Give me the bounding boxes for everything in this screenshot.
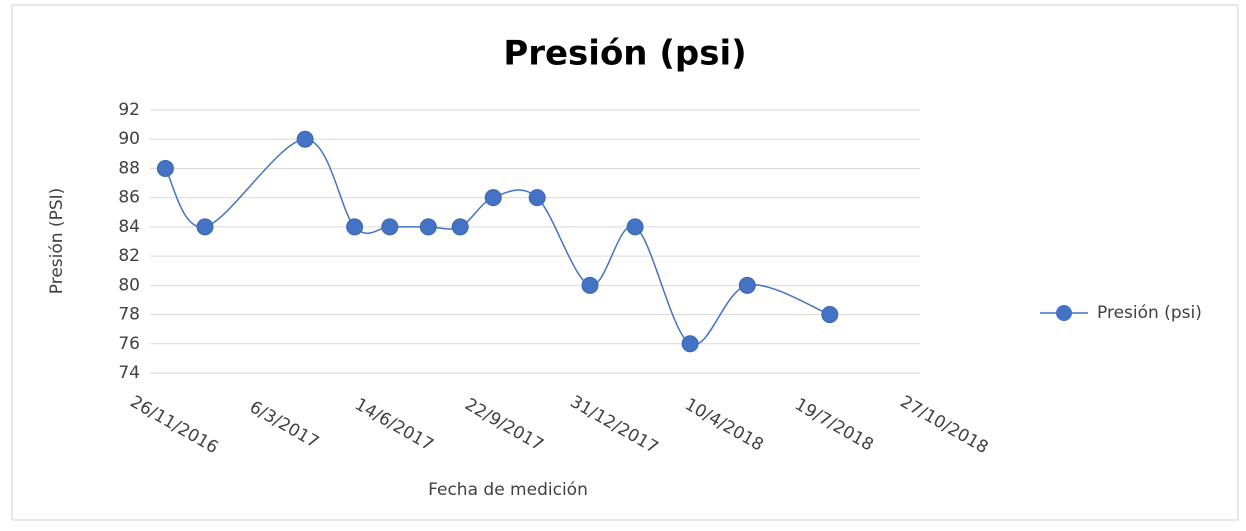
marker (346, 218, 364, 236)
y-tick-label: 84 (118, 217, 140, 237)
y-tick-label: 76 (118, 334, 140, 354)
marker (581, 276, 599, 294)
marker (156, 159, 174, 177)
chart-border (11, 4, 1239, 521)
y-tick-label: 82 (118, 246, 140, 266)
y-tick-label: 78 (118, 305, 140, 325)
marker (381, 218, 399, 236)
marker (738, 276, 756, 294)
marker (296, 130, 314, 148)
marker (484, 189, 502, 207)
y-tick-label: 74 (118, 363, 140, 383)
marker (821, 306, 839, 324)
legend-marker (1056, 305, 1072, 321)
marker (528, 189, 546, 207)
y-tick-label: 80 (118, 275, 140, 295)
marker (196, 218, 214, 236)
y-tick-label: 92 (118, 100, 140, 120)
y-tick-label: 88 (118, 158, 140, 178)
marker (626, 218, 644, 236)
marker (681, 335, 699, 353)
chart-title: Presión (psi) (503, 34, 746, 74)
marker (451, 218, 469, 236)
x-axis-title: Fecha de medición (428, 480, 588, 500)
y-tick-label: 90 (118, 129, 140, 149)
y-tick-label: 86 (118, 188, 140, 208)
marker (419, 218, 437, 236)
legend-label: Presión (psi) (1097, 303, 1202, 323)
y-axis-title: Presión (PSI) (47, 188, 67, 295)
